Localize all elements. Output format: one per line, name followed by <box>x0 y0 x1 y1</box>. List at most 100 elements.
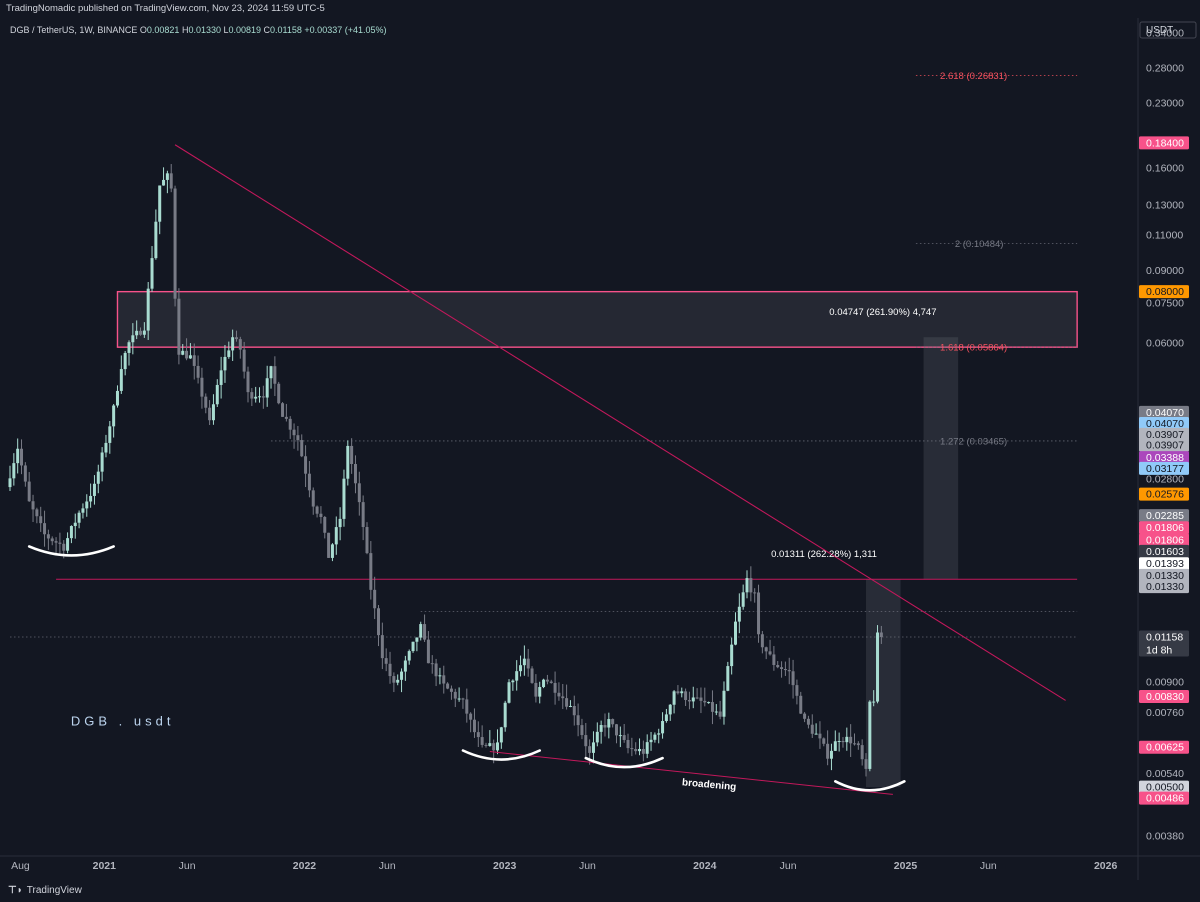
candle-body <box>307 473 311 491</box>
candle-body <box>745 578 749 593</box>
candle-body <box>538 687 542 697</box>
price-tag-label: 0.01393 <box>1146 558 1184 570</box>
candle-body <box>584 735 588 747</box>
measure-box[interactable] <box>923 337 959 580</box>
candle-body <box>115 390 119 406</box>
price-tags: 0.184000.080000.040700.040700.039070.039… <box>1139 136 1189 805</box>
candle-body <box>607 719 611 728</box>
candle-body <box>131 335 135 343</box>
candle-body <box>522 658 526 666</box>
price-tag-label: 0.08000 <box>1146 286 1184 298</box>
candle-body <box>545 679 549 682</box>
candle-body <box>327 532 331 558</box>
price-tag-bg <box>1139 533 1189 547</box>
base-arc[interactable] <box>461 749 542 761</box>
candle-body <box>338 518 342 528</box>
price-tag-label: 0.00486 <box>1146 793 1184 805</box>
candle-body <box>73 522 77 527</box>
currency-label: USDT <box>1146 25 1173 36</box>
candle-body <box>350 445 354 465</box>
broadening-line[interactable] <box>489 751 893 795</box>
candle-body <box>258 396 262 398</box>
candle-body <box>89 495 93 502</box>
candle-body <box>595 731 599 743</box>
candle-body <box>849 736 853 744</box>
candle-body <box>254 396 258 399</box>
resistance-zone[interactable] <box>116 290 1078 348</box>
candle-body <box>403 660 407 672</box>
candle-body <box>250 392 254 399</box>
candle-body <box>576 715 580 726</box>
y-tick-label: 0.23000 <box>1146 97 1184 109</box>
candle-body <box>281 403 285 417</box>
base-arc[interactable] <box>584 756 664 769</box>
candle-body <box>196 365 200 378</box>
candle-body <box>16 448 20 464</box>
broadening-label: broadening <box>681 777 736 793</box>
candle-body <box>626 739 630 749</box>
candle-body <box>845 736 849 743</box>
candle-body <box>400 671 404 680</box>
base-arc[interactable] <box>27 545 115 557</box>
candle-body <box>139 330 143 335</box>
legend-part: 0.01330 <box>188 25 223 35</box>
candle-body <box>557 692 561 697</box>
candle-body <box>753 592 757 594</box>
price-axis[interactable]: 0.34000 0.28000 0.23000 0.16000 0.13000 0.110… <box>1137 18 1197 880</box>
currency-box[interactable] <box>1139 21 1197 39</box>
candle-body <box>81 508 85 513</box>
price-tag-bg <box>1139 544 1189 558</box>
candle-body <box>46 534 50 539</box>
candle-body <box>112 405 116 427</box>
candle-body <box>23 465 27 482</box>
candle-body <box>603 725 607 728</box>
candle-body <box>27 481 31 502</box>
candle-body <box>346 445 350 479</box>
publish-bar: TradingNomadic published on TradingView.… <box>0 0 1200 18</box>
legend-part: DGB / TetherUS, 1W, BINANCE <box>10 25 140 35</box>
overlays-front[interactable] <box>27 144 1066 795</box>
y-tick-label: 0.00540 <box>1146 768 1184 780</box>
measure-box[interactable] <box>866 579 901 788</box>
candle-body <box>599 725 603 732</box>
price-tag-bg <box>1139 417 1189 431</box>
candle-body <box>461 698 465 700</box>
price-tag-label: 0.01330 <box>1146 570 1184 582</box>
candle-body <box>764 647 768 652</box>
candle-body <box>238 339 242 350</box>
candle-body <box>43 523 47 535</box>
y-tick-label: 0.00900 <box>1146 677 1184 689</box>
candle-body <box>146 288 150 331</box>
candle-body <box>100 452 104 472</box>
candle-body <box>549 681 553 683</box>
x-tick-label: Jun <box>179 860 196 872</box>
candle-body <box>284 416 288 419</box>
price-tag-bg <box>1139 438 1189 452</box>
candle-body <box>288 418 292 430</box>
candle-body <box>496 742 500 751</box>
candle-body <box>192 355 196 366</box>
time-axis[interactable]: Aug 2021 Jun 2022 Jun 2023 Jun 2024 Jun 2025 Jun 20… <box>0 855 1200 872</box>
candle-body <box>208 407 212 421</box>
candle-body <box>868 701 872 769</box>
price-tag-label: 0.01806 <box>1146 522 1184 534</box>
candle-body <box>806 718 810 725</box>
candle-body <box>618 735 622 737</box>
candle-body <box>580 725 584 736</box>
candle-body <box>438 675 442 677</box>
base-arc[interactable] <box>833 780 906 792</box>
candle-body <box>484 744 488 746</box>
candle-body <box>561 696 565 699</box>
candle-body <box>158 185 162 222</box>
tradingview-logo[interactable]: ⊤◗ TradingView <box>8 885 82 896</box>
candle-body <box>377 608 381 636</box>
y-tick-label: 0.13000 <box>1146 199 1184 211</box>
candle-body <box>353 464 357 484</box>
candle-body <box>108 426 112 443</box>
candle-body <box>668 704 672 715</box>
price-tag-label: 0.18400 <box>1146 137 1184 149</box>
candle-body <box>860 745 864 760</box>
descending-trendline[interactable] <box>174 144 1066 701</box>
candle-body <box>588 746 592 753</box>
